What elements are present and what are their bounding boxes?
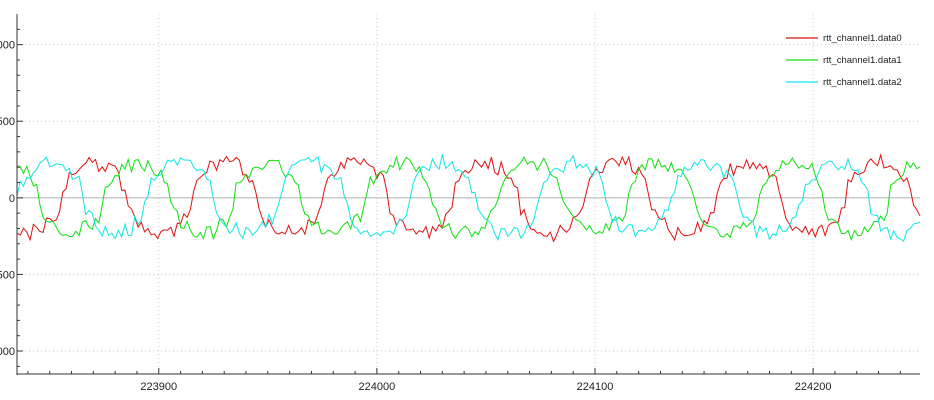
series-line-rtt_channel1.data2 [16, 154, 921, 242]
legend-item-rtt_channel1.data0[interactable]: rtt_channel1.data0 [786, 33, 902, 44]
legend-item-rtt_channel1.data1[interactable]: rtt_channel1.data1 [786, 55, 902, 66]
legend-item-rtt_channel1.data2[interactable]: rtt_channel1.data2 [786, 77, 902, 88]
y-tick-label: 1000 [0, 40, 15, 52]
legend-label: rtt_channel1.data0 [823, 33, 902, 44]
y-tick-label: -1000 [0, 346, 15, 358]
series-layer [16, 153, 921, 243]
x-tick-label: 224200 [795, 381, 832, 393]
series-line-rtt_channel1.data1 [16, 155, 921, 242]
x-tick-label: 223900 [140, 381, 177, 393]
axes [16, 14, 920, 375]
x-tick-label: 224000 [359, 381, 396, 393]
y-tick-label: 0 [9, 193, 15, 205]
x-tick-label: 224100 [577, 381, 614, 393]
grid-lines [17, 14, 920, 374]
legend[interactable]: rtt_channel1.data0 rtt_channel1.data1 rtt_… [786, 33, 902, 88]
tick-labels: 1000 500 0 -500 -1000 223900 224000 224100 22420… [0, 40, 831, 393]
y-tick-label: -500 [0, 269, 15, 281]
legend-label: rtt_channel1.data1 [823, 55, 902, 66]
legend-label: rtt_channel1.data2 [823, 77, 902, 88]
y-tick-label: 500 [0, 116, 15, 128]
series-line-rtt_channel1.data0 [16, 153, 921, 243]
